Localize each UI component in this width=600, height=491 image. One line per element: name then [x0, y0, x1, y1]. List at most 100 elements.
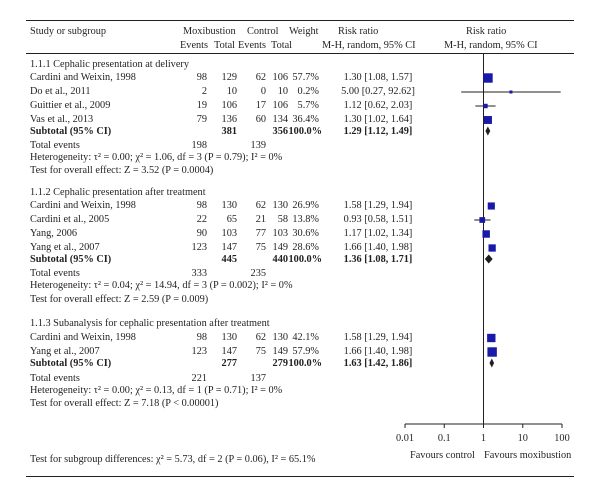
total-events-1: 333: [191, 268, 207, 279]
weight: 13.8%: [292, 214, 319, 225]
subtotal-label: Subtotal (95% CI): [30, 126, 112, 137]
risk-ratio-ci: 1.58 [1.29, 1.94]: [343, 200, 413, 211]
events-1: 19: [196, 100, 207, 111]
heterogeneity: Heterogeneity: τ² = 0.04; χ² = 14.94, df…: [30, 280, 293, 291]
header-control: Control: [247, 26, 279, 37]
total-2: 58: [277, 214, 288, 225]
subtotal-label: Subtotal (95% CI): [30, 358, 112, 369]
risk-ratio-ci: 5.00 [0.27, 92.62]: [341, 86, 415, 97]
subtotal-diamond: [484, 254, 493, 264]
total-2: 130: [272, 200, 288, 211]
total-1: 136: [221, 114, 237, 125]
subtotal-total-2: 440: [272, 254, 288, 265]
subtotal-label: Subtotal (95% CI): [30, 254, 112, 265]
risk-ratio-ci: 0.93 [0.58, 1.51]: [343, 214, 413, 225]
events-2: 0: [260, 86, 266, 97]
bottom-rule: [26, 476, 574, 477]
study-name: Guittier et al., 2009: [30, 100, 111, 111]
events-2: 62: [255, 72, 266, 83]
study-name: Yang et al., 2007: [30, 346, 100, 357]
study-marker: [484, 116, 492, 124]
total-1: 147: [221, 346, 237, 357]
header-total-1: Total: [214, 40, 236, 51]
total-2: 10: [277, 86, 288, 97]
total-events-label: Total events: [30, 268, 80, 279]
events-1: 22: [196, 214, 207, 225]
study-marker: [509, 90, 513, 94]
events-2: 75: [255, 242, 266, 253]
total-2: 149: [272, 346, 288, 357]
subtotal-weight: 100.0%: [288, 358, 322, 369]
events-2: 75: [255, 346, 266, 357]
events-1: 90: [196, 228, 207, 239]
weight: 5.7%: [297, 100, 319, 111]
study-marker: [487, 202, 495, 210]
risk-ratio-ci: 1.30 [1.08, 1.57]: [343, 72, 413, 83]
group-title: 1.1.1 Cephalic presentation at delivery: [30, 59, 189, 70]
study-name: Yang et al., 2007: [30, 242, 100, 253]
events-2: 62: [255, 332, 266, 343]
risk-ratio-ci: 1.12 [0.62, 2.03]: [343, 100, 413, 111]
header-moxibustion: Moxibustion: [183, 26, 236, 37]
overall-effect: Test for overall effect: Z = 7.18 (P < 0…: [30, 398, 219, 409]
risk-ratio-ci: 1.66 [1.40, 1.98]: [343, 242, 413, 253]
header-rule: [26, 53, 574, 54]
risk-ratio-ci: 1.58 [1.29, 1.94]: [343, 332, 413, 343]
group-title: 1.1.2 Cephalic presentation after treatm…: [30, 187, 206, 198]
weight: 57.7%: [292, 72, 319, 83]
favours-moxibustion: Favours moxibustion: [484, 450, 572, 461]
study-marker: [488, 244, 496, 252]
total-2: 103: [272, 228, 288, 239]
subtotal-weight: 100.0%: [288, 254, 322, 265]
total-1: 106: [221, 100, 237, 111]
weight: 42.1%: [292, 332, 319, 343]
events-1: 98: [196, 72, 207, 83]
study-name: Cardini et al., 2005: [30, 214, 110, 225]
risk-ratio-ci: 1.66 [1.40, 1.98]: [343, 346, 413, 357]
weight: 26.9%: [292, 200, 319, 211]
study-name: Yang, 2006: [30, 228, 78, 239]
favours-control: Favours control: [410, 450, 475, 461]
subtotal-total-1: 445: [221, 254, 237, 265]
events-1: 2: [201, 86, 207, 97]
study-marker: [483, 103, 488, 109]
total-1: 103: [221, 228, 237, 239]
header-events-2: Events: [238, 40, 267, 51]
x-tick-label: 0.1: [438, 433, 451, 444]
subtotal-diamond: [489, 358, 495, 368]
heterogeneity: Heterogeneity: τ² = 0.00; χ² = 0.13, df …: [30, 385, 283, 396]
subtotal-ci: 1.29 [1.12, 1.49]: [343, 126, 413, 137]
subtotal-weight: 100.0%: [288, 126, 322, 137]
total-events-label: Total events: [30, 373, 80, 384]
x-tick-label: 10: [518, 433, 528, 444]
events-2: 17: [255, 100, 266, 111]
events-1: 123: [191, 346, 207, 357]
study-name: Cardini and Weixin, 1998: [30, 332, 136, 343]
header-risk-ratio-left: Risk ratio: [338, 26, 379, 37]
total-2: 134: [272, 114, 288, 125]
events-1: 79: [196, 114, 207, 125]
risk-ratio-ci: 1.17 [1.02, 1.34]: [343, 228, 413, 239]
total-1: 130: [221, 200, 237, 211]
study-name: Cardini and Weixin, 1998: [30, 200, 136, 211]
total-events-1: 221: [191, 373, 207, 384]
header-method-right: M-H, random, 95% CI: [444, 40, 538, 51]
x-tick-label: 100: [554, 433, 569, 444]
total-2: 130: [272, 332, 288, 343]
subtotal-ci: 1.36 [1.08, 1.71]: [343, 254, 413, 265]
total-events-2: 137: [250, 373, 266, 384]
events-2: 21: [255, 214, 266, 225]
subtotal-total-1: 381: [221, 126, 237, 137]
weight: 57.9%: [292, 346, 319, 357]
weight: 30.6%: [292, 228, 319, 239]
total-1: 10: [226, 86, 237, 97]
events-1: 98: [196, 200, 207, 211]
subtotal-total-2: 279: [272, 358, 288, 369]
total-events-2: 235: [250, 268, 266, 279]
x-tick-label: 0.01: [396, 433, 414, 444]
study-name: Do et al., 2011: [30, 86, 91, 97]
study-name: Vas et al., 2013: [30, 114, 94, 125]
subtotal-total-2: 356: [272, 126, 288, 137]
total-2: 106: [272, 100, 288, 111]
subtotal-diamond: [485, 126, 491, 136]
